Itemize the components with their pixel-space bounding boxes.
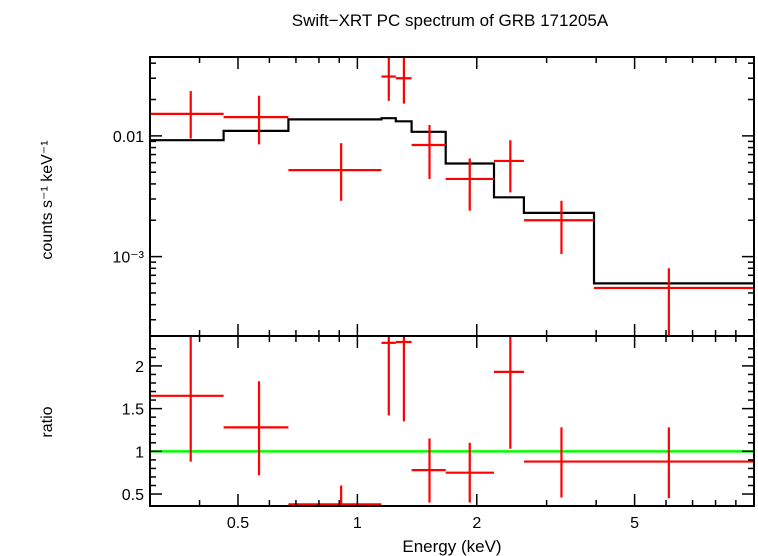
y-tick-label: 2 [135, 359, 144, 376]
ratio-plot-frame [149, 335, 755, 507]
x-tick-label: 5 [630, 515, 639, 532]
y-tick-label: 0.5 [122, 487, 144, 504]
spectrum-data-point [493, 140, 524, 193]
x-tick-label: 0.5 [227, 515, 249, 532]
ratio-panel: 0.5 1 1.5 2 ratio [39, 335, 755, 507]
ratio-data-point [288, 485, 382, 506]
x-tick-label: 1 [353, 515, 362, 532]
spectrum-data-point [523, 200, 595, 255]
ratio-ylabel: ratio [39, 406, 56, 437]
y-tick-label: 1 [135, 444, 144, 461]
chart-title: Swift−XRT PC spectrum of GRB 171205A [292, 11, 609, 30]
ratio-data-point [381, 336, 396, 416]
y-tick-label: 10⁻³ [112, 250, 144, 267]
x-tick-label: 2 [472, 515, 481, 532]
ratio-data-point [411, 438, 446, 503]
spectrum-data-point [381, 57, 396, 101]
ratio-data-point [395, 336, 412, 422]
spectrum-data-point [223, 95, 289, 145]
ratio-data-point [493, 336, 524, 449]
spectrum-ylabel: counts s⁻¹ keV⁻¹ [39, 140, 56, 259]
spectrum-data-point [445, 158, 494, 211]
y-tick-label: 0.01 [113, 129, 144, 146]
spectrum-data-point [594, 268, 754, 336]
y-tick-label: 1.5 [122, 402, 144, 419]
model-step-line [150, 117, 754, 285]
spectrum-data-point [411, 125, 446, 179]
spectrum-plot-frame [149, 56, 755, 337]
x-axis-label: Energy (keV) [402, 537, 501, 556]
spectrum-data-point [288, 143, 382, 201]
ratio-data-point [150, 336, 224, 462]
ratio-data-point [223, 381, 289, 476]
spectrum-data-point [395, 57, 412, 104]
spectrum-panel: 0.01 10⁻³ counts s⁻¹ keV⁻¹ [39, 56, 755, 337]
spectrum-data-point [150, 91, 224, 139]
ratio-data-point [523, 427, 595, 498]
ratio-data-point [445, 442, 494, 503]
ratio-data-point [594, 427, 754, 499]
